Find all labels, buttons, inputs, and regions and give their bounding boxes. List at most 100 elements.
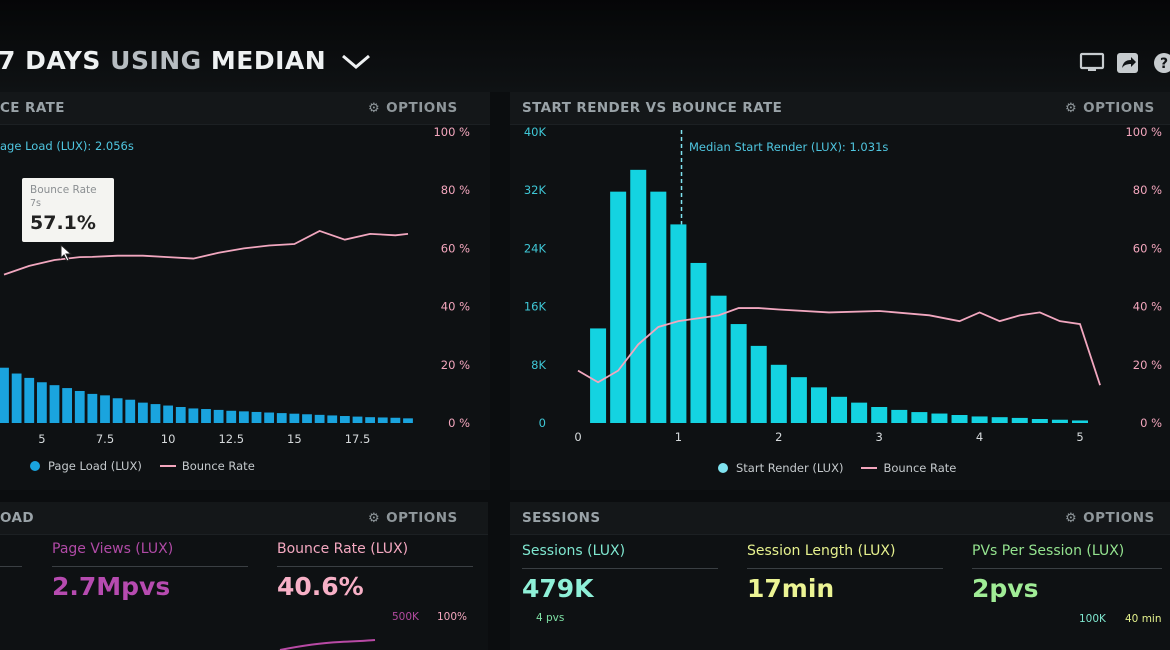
start-render-bar: [891, 409, 908, 423]
right-axis-label: 100 %: [1125, 125, 1162, 139]
legend-dot-page-load: [30, 461, 40, 471]
gear-icon: ⚙: [368, 101, 381, 116]
options-button[interactable]: ⚙ OPTIONS: [1065, 510, 1155, 526]
options-button[interactable]: ⚙ OPTIONS: [368, 100, 458, 116]
panel-title: START RENDER VS BOUNCE RATE: [522, 100, 783, 116]
x-tick-label: 3: [876, 430, 883, 444]
start-render-bar: [911, 412, 928, 423]
monitor-icon[interactable]: [1079, 52, 1105, 74]
page-load-bounce-chart: 5 7.5 10 12.5 15 17.5 100 % 80 % 60 % 40 % 20 % 0 %: [0, 125, 470, 446]
period-selector[interactable]: 7 DAYS USING MEDIAN: [0, 46, 371, 75]
x-tick-label: 4: [976, 430, 983, 444]
panel-header: OAD ⚙ OPTIONS: [0, 502, 488, 535]
title-using: USING: [110, 46, 202, 75]
right-axis-label: 60 %: [1133, 241, 1162, 255]
right-axis-label: 20 %: [441, 358, 470, 372]
left-axis-label: 0: [539, 416, 546, 430]
page-load-bar: [213, 409, 224, 423]
legend-line-bounce: [159, 465, 176, 467]
x-tick-label: 0: [574, 430, 581, 444]
divider: [972, 568, 1162, 569]
left-axis-label: 8K: [531, 358, 546, 372]
mini-axis-right: 100%: [437, 611, 468, 623]
pvs-per-session-value: 2pvs: [972, 574, 1039, 603]
start-render-bar: [710, 295, 727, 423]
start-render-bar: [650, 191, 667, 423]
start-render-bar: [810, 387, 827, 423]
divider: [747, 568, 943, 569]
page-load-summary-panel: OAD ⚙ OPTIONS: [0, 502, 488, 650]
page-load-bar: [403, 418, 413, 423]
right-axis-label: 0 %: [448, 416, 470, 430]
median-annotation: Median Start Render (LUX): 1.031s: [689, 140, 889, 154]
tooltip-x: 7s: [30, 198, 41, 209]
page-load-bar: [49, 385, 60, 423]
start-render-bar: [790, 377, 807, 423]
page-load-bar: [327, 415, 338, 423]
left-axis-label: 24K: [524, 241, 547, 255]
start-render-bar: [1072, 420, 1088, 423]
options-label: OPTIONS: [1083, 510, 1155, 526]
session-length-value: 17min: [747, 574, 835, 603]
chevron-down-icon[interactable]: [341, 54, 371, 70]
top-bar: [0, 0, 1170, 92]
left-chart-legend: Page Load (LUX) Bounce Rate: [30, 459, 255, 473]
page-load-bar: [314, 414, 325, 423]
right-axis-label: 100 %: [433, 125, 470, 139]
page-load-bar: [238, 411, 249, 423]
panel-header: START RENDER VS BOUNCE RATE ⚙ OPTIONS: [510, 92, 1170, 125]
panel-title: CE RATE: [0, 100, 65, 116]
start-render-bar: [871, 406, 888, 423]
x-tick-label: 10: [161, 432, 176, 446]
start-render-bar: [971, 416, 988, 423]
toolbar-icons: ?: [1079, 52, 1170, 78]
panel-header: CE RATE ⚙ OPTIONS: [0, 92, 490, 125]
panel-title: OAD: [0, 510, 34, 526]
mini-axis-right: 40 min: [1125, 613, 1162, 625]
help-icon[interactable]: ?: [1152, 52, 1170, 74]
page-load-bar: [289, 413, 300, 423]
page-load-bar: [264, 412, 275, 423]
right-axis-label: 80 %: [1133, 183, 1162, 197]
right-axis-label: 0 %: [1140, 416, 1162, 430]
bounce-rate-value: 40.6%: [277, 572, 364, 601]
page-load-bar: [339, 416, 350, 423]
tooltip-series: Bounce Rate: [30, 184, 97, 196]
median-annotation: age Load (LUX): 2.056s: [0, 139, 134, 153]
session-length-label: Session Length (LUX): [747, 543, 896, 559]
panel-title: SESSIONS: [522, 510, 601, 526]
options-label: OPTIONS: [1083, 100, 1155, 116]
options-button[interactable]: ⚙ OPTIONS: [1065, 100, 1155, 116]
x-tick-label: 1: [675, 430, 682, 444]
divider: [277, 566, 473, 567]
pvs-per-session-label: PVs Per Session (LUX): [972, 543, 1125, 559]
x-tick-label: 7.5: [96, 432, 114, 446]
divider: [0, 566, 22, 567]
right-axis-label: 40 %: [441, 300, 470, 314]
title-median: MEDIAN: [210, 46, 327, 75]
x-tick-label: 2: [775, 430, 782, 444]
options-label: OPTIONS: [386, 100, 458, 116]
panel-header: SESSIONS ⚙ OPTIONS: [510, 502, 1170, 535]
title-period: 7 DAYS: [0, 46, 101, 75]
page-load-bar: [62, 388, 73, 423]
page-load-bar: [100, 395, 110, 423]
x-tick-label: 5: [1076, 430, 1083, 444]
sessions-sub: 4 pvs: [536, 612, 565, 624]
divider: [52, 566, 248, 567]
mouse-cursor-icon: [60, 243, 73, 262]
share-icon[interactable]: [1116, 52, 1140, 74]
page-load-bar: [188, 408, 199, 423]
x-tick-label: 15: [287, 432, 302, 446]
start-render-bar: [951, 414, 968, 423]
start-render-bar: [610, 191, 627, 423]
page-load-bar: [24, 377, 35, 423]
left-axis-label: 32K: [524, 183, 547, 197]
page-views-label: Page Views (LUX): [52, 541, 174, 557]
right-axis-label: 20 %: [1133, 358, 1162, 372]
page-views-value: 2.7Mpvs: [52, 572, 171, 601]
page-load-bar: [137, 402, 148, 423]
bounce-sparkline: [279, 639, 376, 650]
sessions-panel: SESSIONS ⚙ OPTIONS: [510, 502, 1170, 650]
options-button[interactable]: ⚙ OPTIONS: [368, 510, 458, 526]
